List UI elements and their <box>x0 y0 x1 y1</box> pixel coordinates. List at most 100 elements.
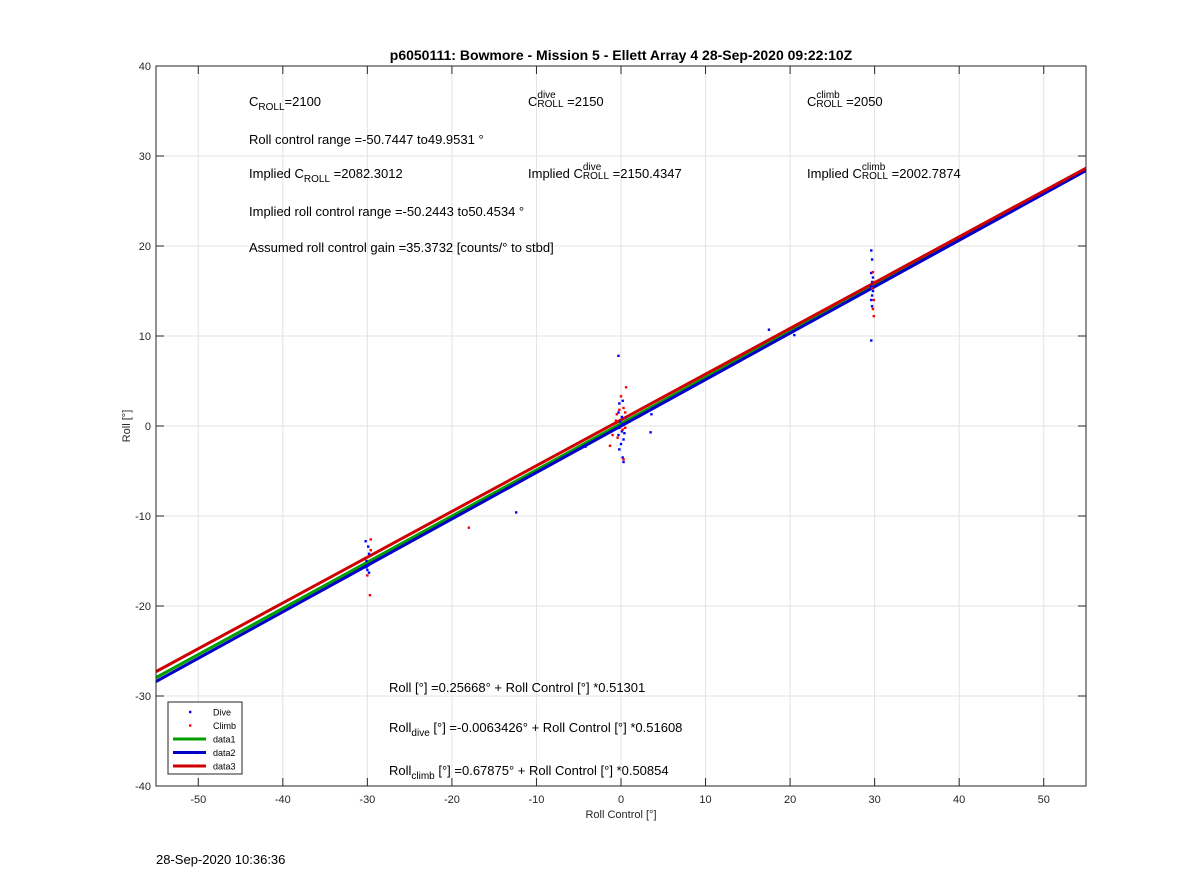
data-point-dive <box>365 559 368 563</box>
data-point-dive <box>617 354 620 357</box>
x-tick-label: -20 <box>444 794 460 806</box>
data-point-dive <box>767 328 771 331</box>
data-point-dive <box>622 460 625 464</box>
data-point-dive <box>367 564 370 567</box>
data-point-climb <box>615 413 618 416</box>
x-tick-label: 10 <box>699 794 711 806</box>
data-point-dive <box>617 433 620 437</box>
legend-label: data1 <box>213 735 236 745</box>
data-point-climb <box>369 538 372 541</box>
data-point-dive <box>650 413 653 416</box>
data-point-dive <box>617 411 620 414</box>
data-point-dive <box>870 305 874 308</box>
legend-marker-climb <box>189 724 192 727</box>
data-point-dive <box>870 298 873 302</box>
data-point-dive <box>619 442 623 446</box>
y-tick-label: 40 <box>139 61 151 73</box>
data-point-climb <box>621 428 624 431</box>
data-point-dive <box>870 271 873 275</box>
data-point-climb <box>622 406 625 410</box>
y-tick-label: -40 <box>135 781 151 793</box>
data-point-dive <box>367 545 370 548</box>
x-tick-label: 0 <box>618 794 624 806</box>
implied-c-roll-text: Implied CROLL =2082.3012 <box>249 166 403 185</box>
implied-range-text: Implied roll control range =-50.2443 to5… <box>249 204 525 219</box>
data-point-dive <box>365 566 368 569</box>
data-point-dive <box>514 511 518 514</box>
fit-dive-text: Rolldive [°] =-0.0063426° + Roll Control… <box>389 720 683 739</box>
series-line-data3 <box>156 166 1086 673</box>
data-point-dive <box>870 258 874 261</box>
x-axis-label: Roll Control [°] <box>585 809 656 821</box>
data-point-climb <box>467 526 471 529</box>
data-point-dive <box>621 399 624 402</box>
data-point-climb <box>614 419 618 422</box>
data-point-dive <box>621 423 624 426</box>
x-tick-label: -10 <box>529 794 545 806</box>
data-point-dive <box>870 280 874 284</box>
data-point-dive <box>618 402 621 405</box>
data-point-dive <box>366 568 369 572</box>
legend-label: Climb <box>213 721 236 731</box>
data-point-climb <box>871 270 875 274</box>
data-point-climb <box>872 280 875 284</box>
data-point-dive <box>622 438 625 441</box>
data-point-dive <box>793 333 796 337</box>
x-tick-label: 20 <box>784 794 796 806</box>
y-tick-label: 0 <box>145 421 151 433</box>
legend-marker-dive <box>189 710 192 714</box>
data-point-dive <box>367 571 371 574</box>
data-point-dive <box>870 339 873 342</box>
gain-text: Assumed roll control gain =35.3732 [coun… <box>249 240 554 255</box>
footer-timestamp: 28-Sep-2020 10:36:36 <box>156 852 286 867</box>
data-point-climb <box>368 594 372 597</box>
data-point-dive <box>871 289 875 293</box>
y-tick-label: 10 <box>139 331 151 343</box>
y-tick-label: -20 <box>135 601 151 613</box>
data-point-dive <box>584 445 587 448</box>
data-point-dive <box>649 431 652 434</box>
data-point-climb <box>618 408 621 411</box>
chart-title: p6050111: Bowmore - Mission 5 - Ellett A… <box>390 47 853 63</box>
x-tick-label: -40 <box>275 794 291 806</box>
x-tick-label: 50 <box>1038 794 1050 806</box>
y-tick-label: -30 <box>135 691 151 703</box>
data-point-climb <box>623 416 626 420</box>
y-tick-label: 30 <box>139 151 151 163</box>
x-tick-label: -50 <box>190 794 206 806</box>
data-point-climb <box>616 436 619 439</box>
x-tick-label: 40 <box>953 794 965 806</box>
series-line-data2 <box>156 169 1086 683</box>
data-point-climb <box>624 411 627 414</box>
fit-climb-text: Rollclimb [°] =0.67875° + Roll Control [… <box>389 763 669 782</box>
data-point-dive <box>870 285 873 288</box>
y-tick-label: 20 <box>139 241 151 253</box>
data-point-climb <box>369 549 372 552</box>
data-point-climb <box>872 298 875 302</box>
data-point-dive <box>620 430 624 433</box>
data-point-dive <box>618 426 621 429</box>
data-point-climb <box>870 287 874 290</box>
data-point-dive <box>618 420 622 423</box>
data-point-dive <box>870 249 873 252</box>
data-point-climb <box>366 574 369 577</box>
legend-label: data2 <box>213 748 236 758</box>
data-point-dive <box>620 415 624 419</box>
data-point-dive <box>364 540 367 543</box>
roll-range-text: Roll control range =-50.7447 to49.9531 ° <box>249 132 484 147</box>
data-point-dive <box>870 294 874 297</box>
c-roll-text: CROLL=2100 <box>249 94 322 113</box>
y-axis-label: Roll [°] <box>121 410 133 443</box>
legend-label: Dive <box>213 708 231 718</box>
data-point-climb <box>619 395 623 398</box>
data-point-climb <box>624 386 628 389</box>
data-point-dive <box>871 276 875 279</box>
data-point-climb <box>872 315 875 318</box>
fit-all-text: Roll [°] =0.25668° + Roll Control [°] *0… <box>389 680 646 695</box>
data-point-dive <box>621 456 624 459</box>
